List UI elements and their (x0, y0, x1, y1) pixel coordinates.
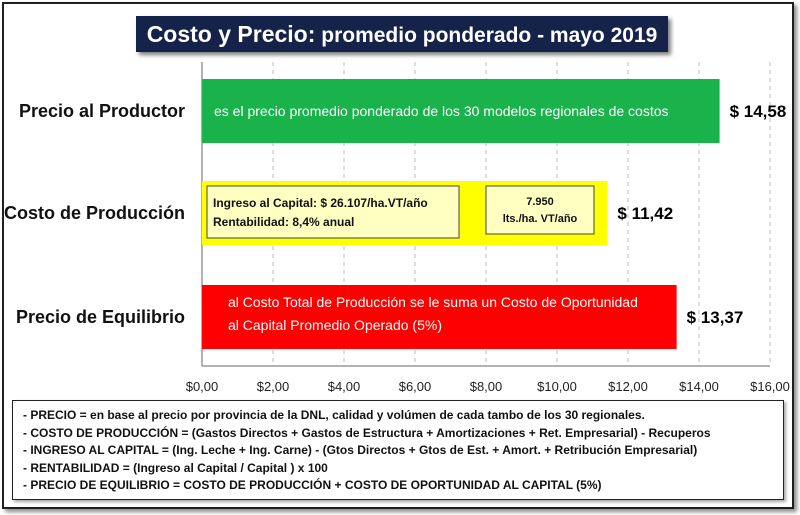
category-label: Precio al Productor (19, 101, 185, 121)
chart-title-main: Costo y Precio: (146, 21, 316, 47)
x-tick-label: $2,00 (257, 379, 290, 394)
chart-title: Costo y Precio: promedio ponderado - may… (136, 16, 668, 52)
x-tick-label: $4,00 (328, 379, 361, 394)
data-label: $ 13,37 (687, 308, 744, 327)
labels-group: $0,00 $2,00 $4,00 $6,00 $8,00 $10,00 $12,00 $14… (4, 101, 790, 394)
data-label: $ 11,42 (617, 204, 673, 223)
annotation-box-ingreso (206, 185, 460, 239)
data-label: $ 14,58 (730, 102, 787, 121)
annotation-rentabilidad: Rentabilidad: 8,4% anual (213, 215, 354, 229)
x-tick-label: $8,00 (470, 379, 503, 394)
category-label: Costo de Producción (4, 203, 185, 223)
note-rentabilidad: - RENTABILIDAD = (Ingreso al Capital / C… (23, 460, 328, 475)
bar-chart: es el precio promedio ponderado de los 3… (4, 62, 790, 394)
annotation-litros-unit: lts./ha. VT/año (503, 213, 578, 225)
annotation-equilibrio-line2: al Capital Promedio Operado (5%) (228, 317, 442, 333)
x-tick-label: $16,00 (750, 379, 790, 394)
note-ingreso-capital: - INGRESO AL CAPITAL = (Ing. Leche + Ing… (23, 443, 698, 458)
bar (202, 79, 720, 143)
category-label: Precio de Equilibrio (16, 307, 185, 327)
annotations-group: es el precio promedio ponderado de los 3… (206, 103, 669, 333)
annotation-litros-value: 7.950 (526, 196, 554, 208)
x-tick-label: $12,00 (608, 379, 648, 394)
note-precio-equilibrio: - PRECIO DE EQUILIBRIO = COSTO DE PRODUC… (23, 478, 602, 493)
notes-box: - PRECIO = en base al precio por provinc… (12, 400, 784, 500)
x-tick-label: $0,00 (186, 379, 219, 394)
annotation-equilibrio-line1: al Costo Total de Producción se le suma … (228, 294, 638, 310)
x-tick-label: $10,00 (537, 379, 577, 394)
note-precio: - PRECIO = en base al precio por provinc… (23, 408, 645, 422)
chart-title-sub: promedio ponderado - mayo 2019 (315, 24, 658, 47)
note-costo-produccion: - COSTO DE PRODUCCIÓN = (Gastos Directos… (23, 425, 711, 440)
bar (202, 285, 677, 349)
annotation-box-litros (485, 185, 595, 235)
annotation-productor: es el precio promedio ponderado de los 3… (214, 103, 669, 119)
x-tick-label: $6,00 (399, 379, 432, 394)
annotation-ingreso-capital: Ingreso al Capital: $ 26.107/ha.VT/año (213, 196, 428, 210)
x-tick-label: $14,00 (679, 379, 719, 394)
